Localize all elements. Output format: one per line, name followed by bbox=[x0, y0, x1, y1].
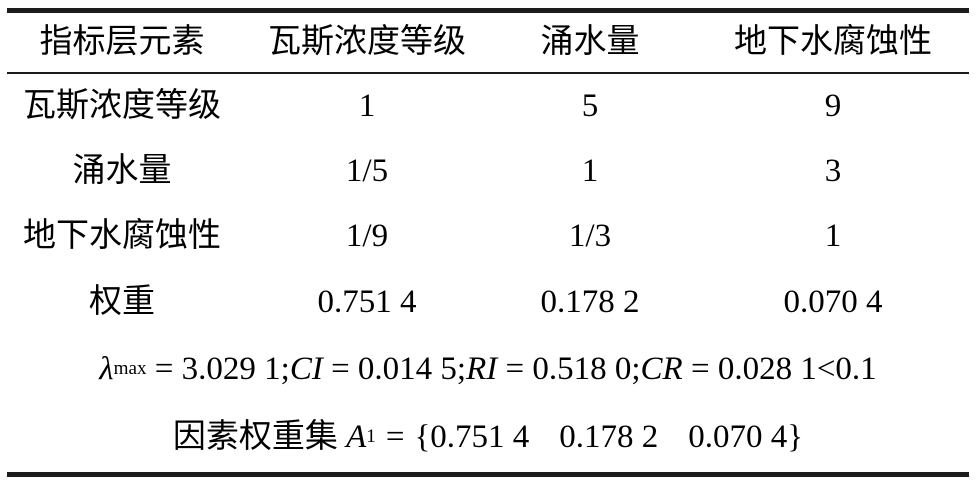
cell-value: 1/3 bbox=[568, 218, 612, 254]
table-row-weights: 权重 0.751 4 0.178 2 0.070 4 bbox=[0, 269, 976, 336]
ci-value: = 0.014 5; bbox=[322, 350, 467, 387]
column-header-water-inflow: 涌水量 bbox=[540, 24, 640, 60]
row-label: 瓦斯浓度等级 bbox=[23, 88, 221, 124]
table-top-rule bbox=[7, 8, 969, 13]
table-row: 瓦斯浓度等级 1 5 9 bbox=[0, 74, 976, 139]
table-header-row: 指标层元素 瓦斯浓度等级 涌水量 地下水腐蚀性 bbox=[0, 13, 976, 72]
cell-value: 0.751 4 bbox=[317, 284, 417, 320]
cell-value: 1 bbox=[358, 88, 376, 124]
cell-value: 1/5 bbox=[345, 153, 389, 189]
row-label: 涌水量 bbox=[72, 153, 172, 189]
table-bottom-rule bbox=[7, 472, 969, 477]
ri-value: = 0.518 0; bbox=[497, 350, 641, 387]
column-header-gas-level: 瓦斯浓度等级 bbox=[268, 24, 466, 60]
cell-value: 0.178 2 bbox=[540, 284, 640, 320]
factor-weight-set-row: 因素权重集 A 1 ={0.751 4 0.178 2 0.070 4} bbox=[172, 418, 804, 455]
cell-value: 1/9 bbox=[345, 218, 389, 254]
cell-value: 5 bbox=[581, 88, 599, 124]
weight-set-equals: = bbox=[385, 418, 405, 455]
row-label: 权重 bbox=[89, 284, 155, 320]
column-header-groundwater-corrosivity: 地下水腐蚀性 bbox=[734, 24, 932, 60]
weight-value: 0.178 2 bbox=[559, 418, 659, 455]
lambda-max-symbol: λ bbox=[99, 350, 114, 387]
table-row: 涌水量 1/5 1 3 bbox=[0, 139, 976, 204]
weight-value: 0.070 4 bbox=[688, 418, 788, 455]
cell-value: 1 bbox=[581, 153, 599, 189]
cr-value: = 0.028 1<0.1 bbox=[682, 350, 877, 387]
lambda-value: = 3.029 1; bbox=[146, 350, 290, 387]
close-brace: } bbox=[787, 418, 804, 455]
weight-set-label: 因素权重集 bbox=[172, 418, 338, 455]
column-header-indicator: 指标层元素 bbox=[39, 24, 205, 60]
cell-value: 9 bbox=[824, 88, 842, 124]
cell-value: 0.070 4 bbox=[783, 284, 883, 320]
header-separator-rule bbox=[7, 72, 969, 74]
weight-value: 0.751 4 bbox=[430, 418, 530, 455]
table-row: 地下水腐蚀性 1/9 1/3 1 bbox=[0, 204, 976, 269]
cr-symbol: CR bbox=[640, 350, 683, 387]
cell-value: 3 bbox=[824, 153, 842, 189]
ri-symbol: RI bbox=[466, 350, 498, 387]
cell-value: 1 bbox=[824, 218, 842, 254]
open-brace: { bbox=[414, 418, 431, 455]
ci-symbol: CI bbox=[289, 350, 323, 387]
row-label: 地下水腐蚀性 bbox=[23, 218, 221, 254]
weight-set-symbol: A bbox=[346, 418, 367, 455]
consistency-check-row: λ max = 3.029 1; CI = 0.014 5; RI = 0.518 0… bbox=[99, 350, 877, 387]
